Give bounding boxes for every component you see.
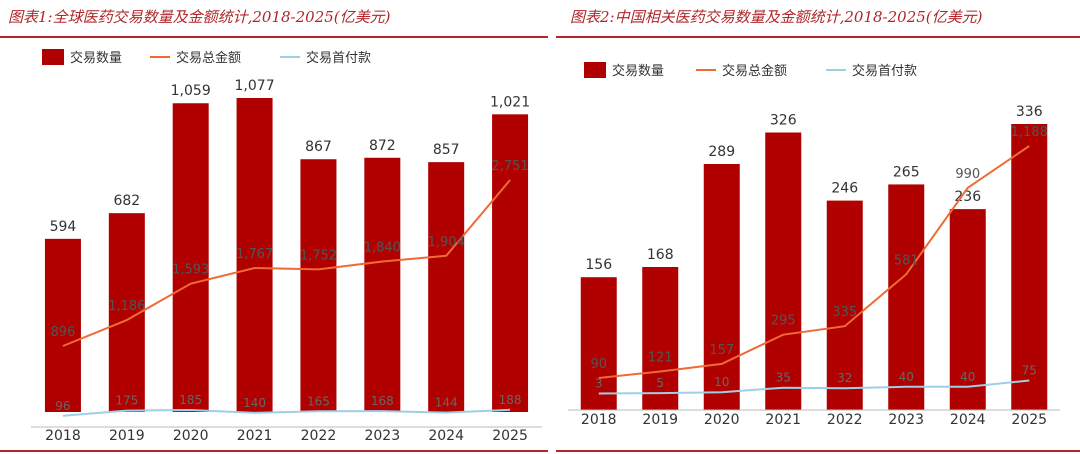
p2-total-label-2021: 295 xyxy=(771,314,796,329)
p1-upfront-label-2023: 168 xyxy=(371,394,394,408)
panel-1-title: 图表1:全球医药交易数量及金额统计,2018-2025(亿美元) xyxy=(8,8,391,26)
p1-upfront-label-2019: 175 xyxy=(115,394,138,408)
p2-x-tick-2018: 2018 xyxy=(581,412,617,428)
p1-x-tick-2018: 2018 xyxy=(45,428,81,444)
p1-upfront-label-2024: 144 xyxy=(435,396,458,410)
p1-bar-2022 xyxy=(300,159,337,412)
p2-total-label-2025: 1,188 xyxy=(1011,125,1048,140)
p2-upfront-label-2020: 10 xyxy=(714,375,729,389)
p2-total-label-2018: 90 xyxy=(590,357,607,372)
p2-upfront-label-2025: 75 xyxy=(1022,364,1037,378)
p2-bar-label-2025: 336 xyxy=(1016,104,1043,120)
p2-bar-label-2021: 326 xyxy=(770,113,797,129)
p2-x-tick-2021: 2021 xyxy=(765,412,801,428)
p1-upfront-line xyxy=(62,408,511,417)
p1-bar-label-2025: 1,021 xyxy=(490,94,530,110)
p2-bar-label-2018: 156 xyxy=(585,257,612,273)
p1-total-label-2021: 1,767 xyxy=(236,247,273,262)
panel-1-top-rule xyxy=(0,36,548,38)
p2-upfront-label-2021: 35 xyxy=(776,371,791,385)
p2-upfront-label-2018: 3 xyxy=(595,376,603,390)
p1-bar-label-2021: 1,077 xyxy=(235,78,275,94)
p1-total-label-2023: 1,840 xyxy=(364,241,401,256)
p2-total-label-2022: 335 xyxy=(832,305,857,320)
p2-bar-2020 xyxy=(703,164,740,410)
p2-upfront-label-2019: 5 xyxy=(656,376,664,390)
p1-legend-upfront-label: 交易首付款 xyxy=(306,50,371,66)
p1-upfront-label-2020: 185 xyxy=(179,393,202,407)
p2-total-label-2023: 581 xyxy=(894,253,919,268)
p1-total-line xyxy=(62,179,511,347)
p2-bar-label-2024: 236 xyxy=(954,189,981,205)
p1-upfront-label-2022: 165 xyxy=(307,394,330,408)
p1-bar-2025 xyxy=(492,114,529,412)
p1-x-tick-2021: 2021 xyxy=(237,428,273,444)
p1-bar-label-2022: 867 xyxy=(305,139,332,155)
p2-bar-2018 xyxy=(580,277,617,410)
p2-x-tick-2025: 2025 xyxy=(1011,412,1047,428)
p1-total-label-2025: 2,751 xyxy=(491,159,528,174)
p1-bar-2020 xyxy=(172,103,209,412)
p2-bar-2021 xyxy=(765,132,802,410)
p1-upfront-label-2018: 96 xyxy=(55,399,70,413)
p2-bar-label-2019: 168 xyxy=(647,247,674,263)
p1-total-label-2018: 896 xyxy=(51,325,76,340)
p2-upfront-line xyxy=(598,379,1030,395)
p2-legend-upfront-label: 交易首付款 xyxy=(852,63,917,79)
p1-x-tick-2022: 2022 xyxy=(301,428,337,444)
p2-bar-2019 xyxy=(642,267,679,410)
p2-bar-2024 xyxy=(949,209,986,410)
p1-total-label-2019: 1,186 xyxy=(108,299,145,314)
p2-x-tick-2020: 2020 xyxy=(704,412,740,428)
p2-x-tick-2023: 2023 xyxy=(888,412,924,428)
p2-x-tick-2019: 2019 xyxy=(642,412,678,428)
p1-bar-2024 xyxy=(428,162,465,412)
p2-total-label-2020: 157 xyxy=(709,343,734,358)
p1-x-tick-2024: 2024 xyxy=(428,428,464,444)
p1-x-tick-2025: 2025 xyxy=(492,428,528,444)
p2-bar-2023 xyxy=(888,184,925,410)
p2-bar-2022 xyxy=(826,200,863,410)
p1-bar-label-2019: 682 xyxy=(113,193,140,209)
p1-total-label-2020: 1,593 xyxy=(172,263,209,278)
p1-upfront-label-2025: 188 xyxy=(499,393,522,407)
p2-upfront-label-2024: 40 xyxy=(960,370,975,384)
p1-bar-2018 xyxy=(44,238,81,412)
p2-bar-label-2022: 246 xyxy=(831,181,858,197)
p1-total-label-2024: 1,904 xyxy=(428,235,465,250)
panel-2-title: 图表2:中国相关医药交易数量及金额统计,2018-2025(亿美元) xyxy=(570,8,983,26)
p2-upfront-label-2022: 32 xyxy=(837,371,852,385)
p2-upfront-label-2023: 40 xyxy=(899,370,914,384)
p2-total-label-2019: 121 xyxy=(648,350,673,365)
p2-total-line xyxy=(598,145,1030,379)
p2-legend-count-swatch xyxy=(584,62,606,78)
p1-legend-count-swatch xyxy=(42,49,64,65)
p2-bar-2025 xyxy=(1011,124,1048,410)
p2-bar-label-2020: 289 xyxy=(708,144,735,160)
p1-total-label-2022: 1,752 xyxy=(300,248,337,263)
panel-1-bottom-rule xyxy=(0,450,548,452)
p1-x-tick-2019: 2019 xyxy=(109,428,145,444)
p2-legend-count-label: 交易数量 xyxy=(612,63,664,79)
p2-x-tick-2022: 2022 xyxy=(827,412,863,428)
panel-2-top-rule xyxy=(556,36,1080,38)
panel-2-bottom-rule xyxy=(556,450,1080,452)
p1-bar-label-2024: 857 xyxy=(433,142,460,158)
p1-bar-label-2018: 594 xyxy=(50,219,77,235)
p1-bar-2021 xyxy=(236,98,273,412)
p2-total-label-2024: 990 xyxy=(955,167,980,182)
p2-legend-total-label: 交易总金额 xyxy=(722,63,787,79)
p1-legend-total-label: 交易总金额 xyxy=(176,50,241,66)
p2-x-tick-2024: 2024 xyxy=(950,412,986,428)
p1-x-tick-2020: 2020 xyxy=(173,428,209,444)
p2-bar-label-2023: 265 xyxy=(893,164,920,180)
p1-legend-count-label: 交易数量 xyxy=(70,50,122,66)
p1-upfront-label-2021: 140 xyxy=(243,396,266,410)
p1-bar-label-2023: 872 xyxy=(369,138,396,154)
p1-x-tick-2023: 2023 xyxy=(364,428,400,444)
p1-bar-2023 xyxy=(364,157,401,412)
p1-bar-label-2020: 1,059 xyxy=(171,83,211,99)
